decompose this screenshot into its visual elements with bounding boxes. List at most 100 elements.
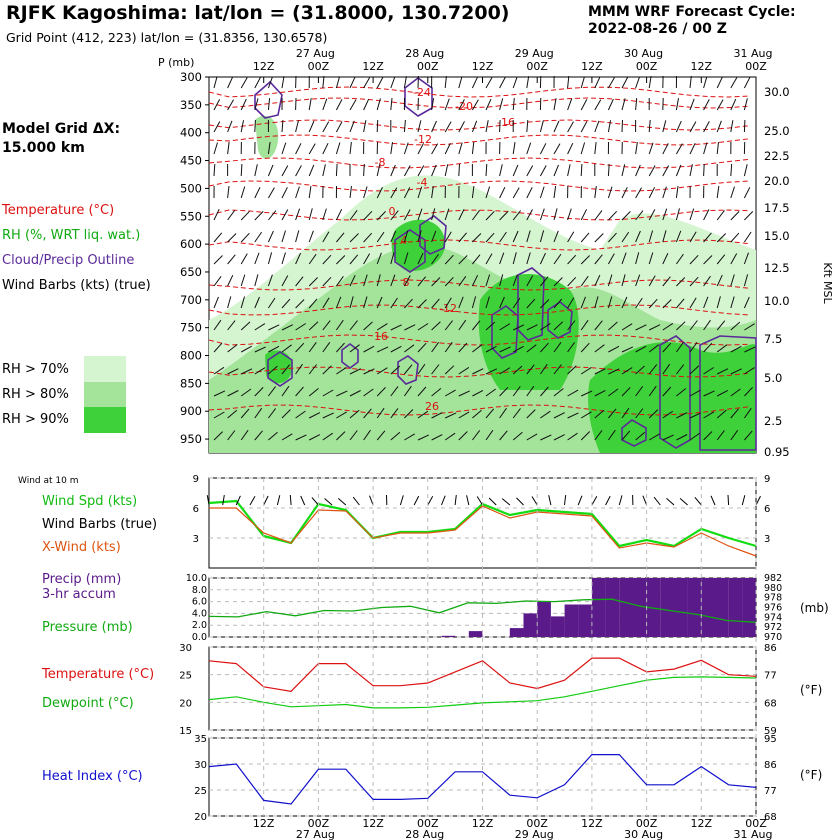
wind-barb — [648, 275, 656, 287]
wind-barb — [444, 432, 456, 441]
wind-barb — [676, 321, 686, 331]
wind-barb — [662, 165, 670, 177]
wind-barb — [607, 77, 615, 89]
wind-barb — [526, 252, 531, 265]
wind-barb — [240, 98, 247, 111]
wind-barb — [295, 342, 305, 353]
heat-index-panel: 35 30 25 20 95 86 77 68 (°F) 12Z 00Z 12Z 00Z 12Z 00Z 12… — [194, 478, 822, 840]
wind-barb — [540, 434, 552, 441]
wind-barb — [730, 98, 737, 111]
top-time-tick: 00Z — [526, 60, 548, 73]
wind-barb — [376, 211, 386, 221]
surface-wind-barb — [694, 496, 702, 506]
isotherm-label: -4 — [417, 176, 428, 189]
wind-barb — [240, 345, 252, 353]
wind-barb — [526, 298, 536, 309]
wind-barb — [743, 296, 750, 309]
wind-barb — [526, 433, 538, 441]
pressure-right-tick: 980 — [764, 583, 782, 594]
wind-barb — [526, 187, 533, 199]
wind-barb — [267, 408, 277, 419]
wind-barb — [444, 342, 453, 353]
wind-barb — [662, 276, 671, 287]
wind-barb — [363, 429, 371, 441]
wind-barb — [267, 98, 271, 111]
wind-barb — [485, 345, 497, 353]
wind-barb — [499, 119, 501, 133]
pressure-tick: 350 — [180, 98, 202, 112]
wind-barb — [499, 430, 508, 441]
wind-barb — [295, 410, 306, 419]
height-tick: 17.5 — [764, 201, 790, 215]
wind-barb — [213, 342, 223, 353]
wind-barb — [662, 143, 669, 155]
wind-barb — [240, 408, 250, 419]
wind-barb — [376, 98, 381, 111]
wind-barb — [499, 252, 505, 265]
wind-barb — [607, 253, 615, 265]
wind-barb — [485, 321, 496, 331]
wind-barb — [390, 210, 399, 221]
wind-barb — [404, 298, 413, 309]
wind-barb — [703, 163, 705, 177]
wind-barb — [512, 164, 519, 177]
heat-right-tick: 95 — [764, 734, 777, 745]
wind-barb — [458, 366, 470, 375]
wind-barb — [621, 164, 626, 177]
wind-barb — [390, 408, 399, 419]
isotherm-line — [208, 134, 750, 146]
pressure-right-tick: 972 — [764, 622, 782, 633]
wind-barb — [580, 411, 592, 419]
wind-barb — [390, 98, 393, 111]
wind-barb — [213, 390, 226, 397]
wind-barb — [703, 99, 710, 111]
isotherm-label: -20 — [455, 100, 473, 113]
wind-barb — [526, 209, 533, 221]
top-date-label: 28 Aug — [405, 47, 444, 60]
model-grid-label: Model Grid ΔX: 15.000 km — [2, 120, 120, 158]
wind-barb — [335, 319, 344, 331]
wind-barb — [499, 346, 511, 353]
height-tick: 5.0 — [764, 371, 782, 385]
wind-panel-frame — [208, 477, 757, 569]
wind-barb — [349, 233, 359, 243]
pressure-tick: 650 — [180, 265, 202, 279]
wind-barb — [594, 76, 601, 89]
forecast-cycle: MMM WRF Forecast Cycle: 2022-08-26 / 00 … — [588, 4, 796, 38]
wind-barb — [539, 165, 547, 177]
wind-barb — [376, 274, 381, 287]
rh90-area-4 — [265, 350, 293, 384]
wind-barb — [662, 434, 674, 441]
temp-left-tick: 20 — [179, 698, 192, 709]
top-time-tick: 12Z — [581, 60, 603, 73]
wind-barb — [376, 407, 385, 419]
surface-wind-barb — [653, 496, 661, 506]
isotherm-line — [208, 404, 750, 416]
surface-wind-barb — [755, 495, 761, 506]
wind-barb — [295, 299, 305, 309]
wind-barb — [349, 368, 362, 375]
wind-barb — [499, 407, 507, 419]
wind-barb — [553, 298, 563, 309]
wind-barb — [594, 274, 601, 287]
wind-barb — [635, 76, 641, 89]
wind-barb — [608, 321, 618, 331]
wind-barb — [213, 208, 220, 221]
wind-barb — [458, 390, 470, 397]
wind-barb — [689, 432, 701, 441]
wind-barb — [648, 364, 658, 375]
wind-barb — [417, 410, 429, 419]
wind-barb — [608, 368, 620, 375]
wind-barb — [376, 186, 383, 199]
wind-barb — [730, 77, 738, 89]
wind-barb — [458, 99, 465, 111]
precip-bar — [660, 578, 674, 637]
surface-wind-barb — [276, 495, 281, 506]
wind-barb — [485, 253, 493, 265]
wind-barb — [308, 342, 317, 353]
wind-barb — [512, 98, 515, 111]
wind-barb — [335, 296, 342, 309]
wind-barb — [376, 367, 388, 375]
wind-barb — [403, 385, 412, 397]
wind-barb — [281, 165, 289, 177]
